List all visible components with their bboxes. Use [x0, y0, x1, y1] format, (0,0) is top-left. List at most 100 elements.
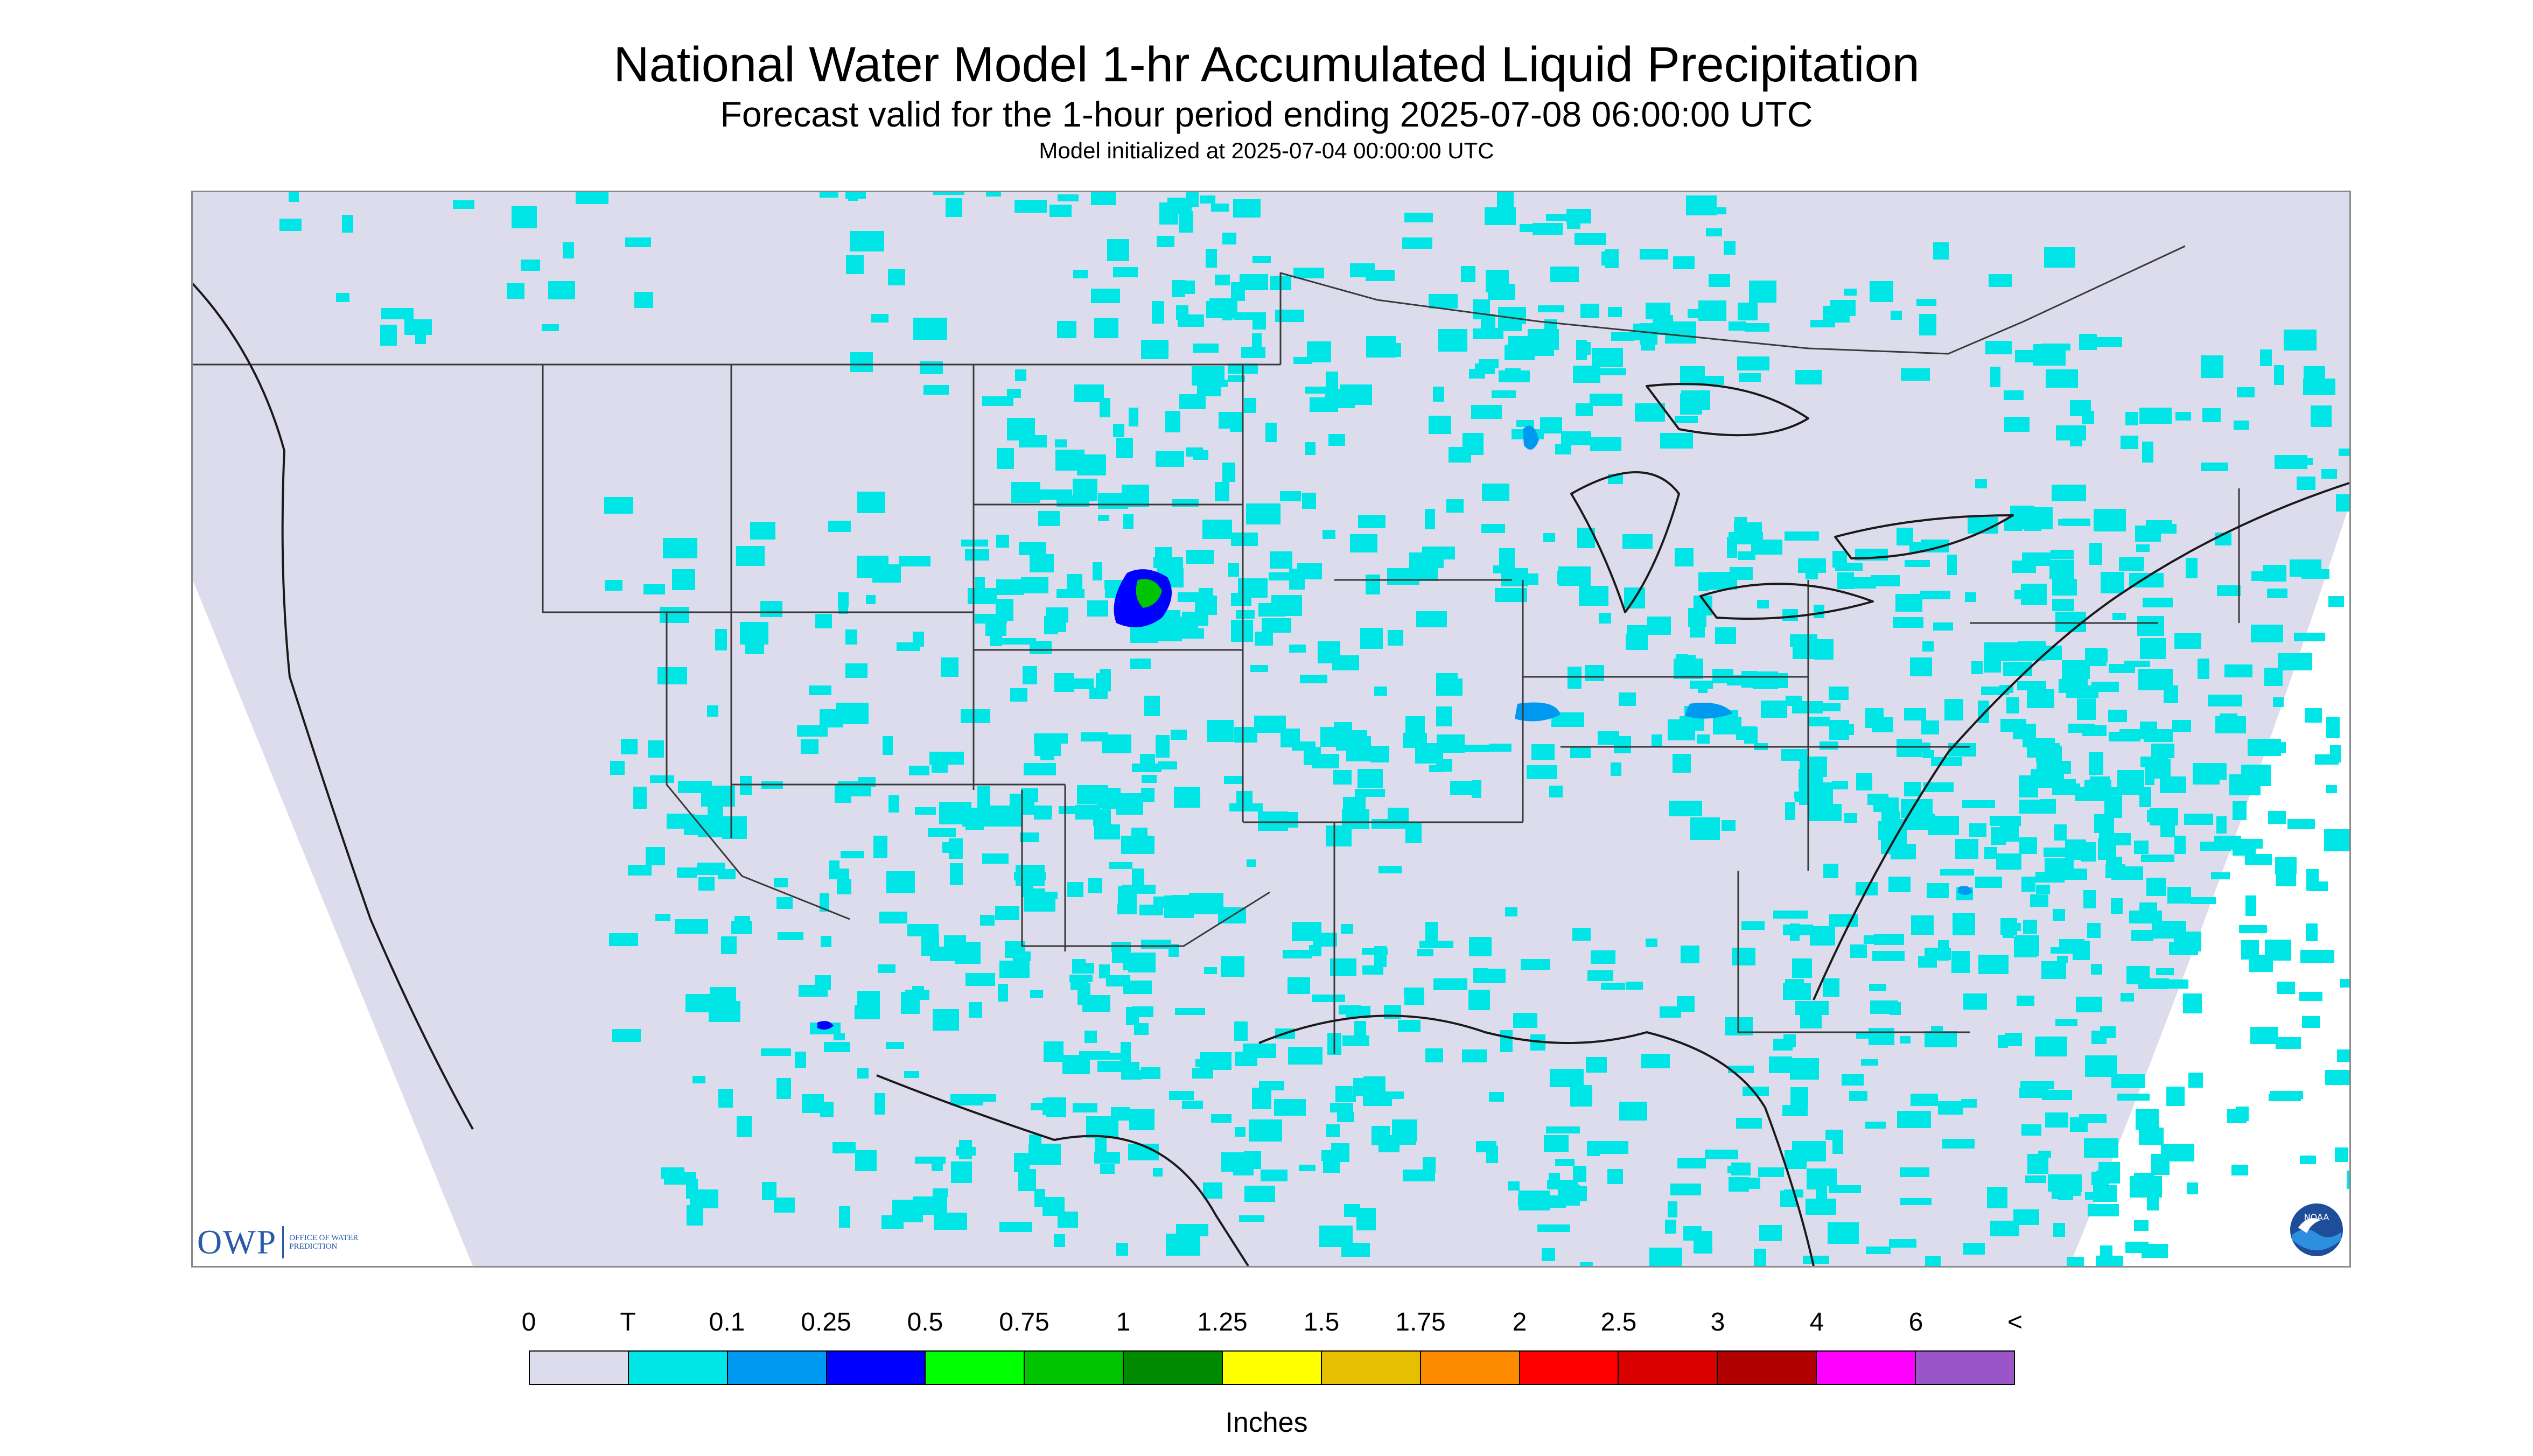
precip-cell	[1433, 387, 1444, 402]
precip-cell	[2208, 695, 2242, 706]
precip-cell	[1680, 716, 1704, 731]
precip-cell	[2045, 1112, 2068, 1128]
precip-cell	[1576, 403, 1593, 416]
precip-cell	[1940, 869, 1974, 876]
precip-legend: 0 T 0.1 0.25 0.5 0.75 1 1.25 1.5 1.75 2 2.5 3 4 6 <	[522, 1307, 2023, 1385]
precip-cell	[2142, 442, 2153, 463]
precip-cell	[1337, 1112, 1354, 1122]
precip-cell	[1626, 982, 1643, 990]
precip-cell	[1189, 893, 1223, 914]
precip-cell	[2264, 668, 2283, 686]
precip-cell	[2054, 824, 2067, 841]
precip-cell	[1626, 634, 1648, 650]
precip-cell	[2089, 543, 2102, 565]
precip-cell	[1129, 408, 1138, 426]
map-canvas	[193, 192, 2349, 1266]
precip-cell	[731, 921, 752, 934]
precip-cell	[1204, 967, 1217, 974]
precip-cell	[1565, 1186, 1587, 1201]
precip-cell	[1224, 776, 1243, 784]
precip-cell	[1141, 1067, 1160, 1079]
precip-cell	[1261, 1170, 1288, 1181]
precip-cell	[1567, 215, 1580, 229]
precip-cell	[1542, 1248, 1555, 1261]
precip-cell	[1850, 944, 1867, 958]
precip-cell	[1209, 298, 1235, 317]
precip-cell	[1252, 1088, 1271, 1109]
legend-tick-label: 1.5	[1303, 1308, 1340, 1336]
precip-cell	[795, 1052, 806, 1068]
precip-cell	[2260, 349, 2272, 366]
precip-cell	[687, 1205, 703, 1226]
precip-cell	[609, 933, 638, 946]
precip-cell	[1817, 1168, 1837, 1186]
precip-cell	[1963, 993, 1987, 1010]
legend-units: Inches	[1225, 1407, 1308, 1438]
precip-cell	[1132, 869, 1144, 888]
precip-cell	[1990, 1221, 2019, 1236]
precip-cell	[1798, 558, 1826, 573]
precip-cell	[1489, 1092, 1504, 1102]
precip-cell	[1095, 1136, 1107, 1154]
precip-cell	[2275, 455, 2307, 469]
precip-cell	[1429, 416, 1451, 434]
precip-cell	[2273, 697, 2284, 707]
precip-cell	[692, 1076, 705, 1083]
precip-cell	[1646, 939, 1657, 947]
precip-cell	[2126, 966, 2150, 984]
precip-cell	[909, 766, 929, 775]
coastline	[876, 1074, 1249, 1266]
heavy-precip-core	[817, 1021, 834, 1030]
precip-cell	[1020, 832, 1039, 842]
precip-cell	[1769, 1056, 1792, 1073]
precip-cell	[1246, 503, 1281, 524]
precip-cell	[1498, 307, 1526, 324]
precip-cell	[932, 759, 948, 773]
precip-cell	[2147, 1198, 2159, 1210]
precip-cell	[1513, 1013, 1537, 1028]
precip-cell	[2217, 585, 2241, 596]
precip-cell	[2049, 560, 2074, 579]
precip-cell	[1596, 1141, 1628, 1154]
precip-cell	[745, 643, 764, 654]
precip-layer	[279, 192, 2349, 1266]
precip-cell	[1293, 357, 1312, 364]
precip-cell	[1121, 836, 1154, 854]
precip-cell	[1312, 995, 1345, 1002]
coastline	[193, 283, 474, 1130]
precip-cell	[1007, 389, 1021, 398]
precip-cell	[2111, 866, 2143, 880]
precip-cell	[1274, 1099, 1306, 1116]
precip-cell	[1141, 940, 1171, 949]
coastline	[1813, 482, 2349, 1000]
precip-cell	[336, 293, 349, 302]
precip-cell	[1058, 1212, 1078, 1228]
precip-cell	[1215, 482, 1229, 501]
precip-cell	[1142, 775, 1157, 783]
legend-tick-label: 2.5	[1600, 1308, 1637, 1336]
precip-cell	[776, 1078, 791, 1099]
precip-cell	[2043, 761, 2071, 774]
precip-cell	[1156, 451, 1184, 467]
precip-cell	[1119, 1062, 1139, 1071]
precip-cell	[1164, 895, 1194, 918]
precip-cell	[1231, 533, 1258, 546]
precip-cell	[2099, 833, 2131, 845]
precip-cell	[1118, 886, 1137, 907]
precip-cell	[2337, 1049, 2349, 1062]
precip-cell	[2299, 992, 2322, 1001]
precip-cell	[1543, 533, 1555, 542]
precip-cell	[1100, 398, 1110, 417]
precip-cell	[1865, 1122, 1886, 1129]
precip-cell	[1555, 1159, 1575, 1166]
precip-cell	[928, 828, 956, 837]
precip-cell	[1363, 1093, 1392, 1106]
precip-cell	[921, 933, 939, 956]
precip-cell	[1057, 321, 1076, 338]
precip-cell	[1505, 907, 1517, 916]
precip-cell	[1305, 387, 1334, 394]
precip-cell	[2053, 909, 2065, 921]
precip-cell	[512, 206, 537, 228]
precip-cell	[1790, 1058, 1819, 1080]
precip-cell	[2033, 344, 2066, 366]
